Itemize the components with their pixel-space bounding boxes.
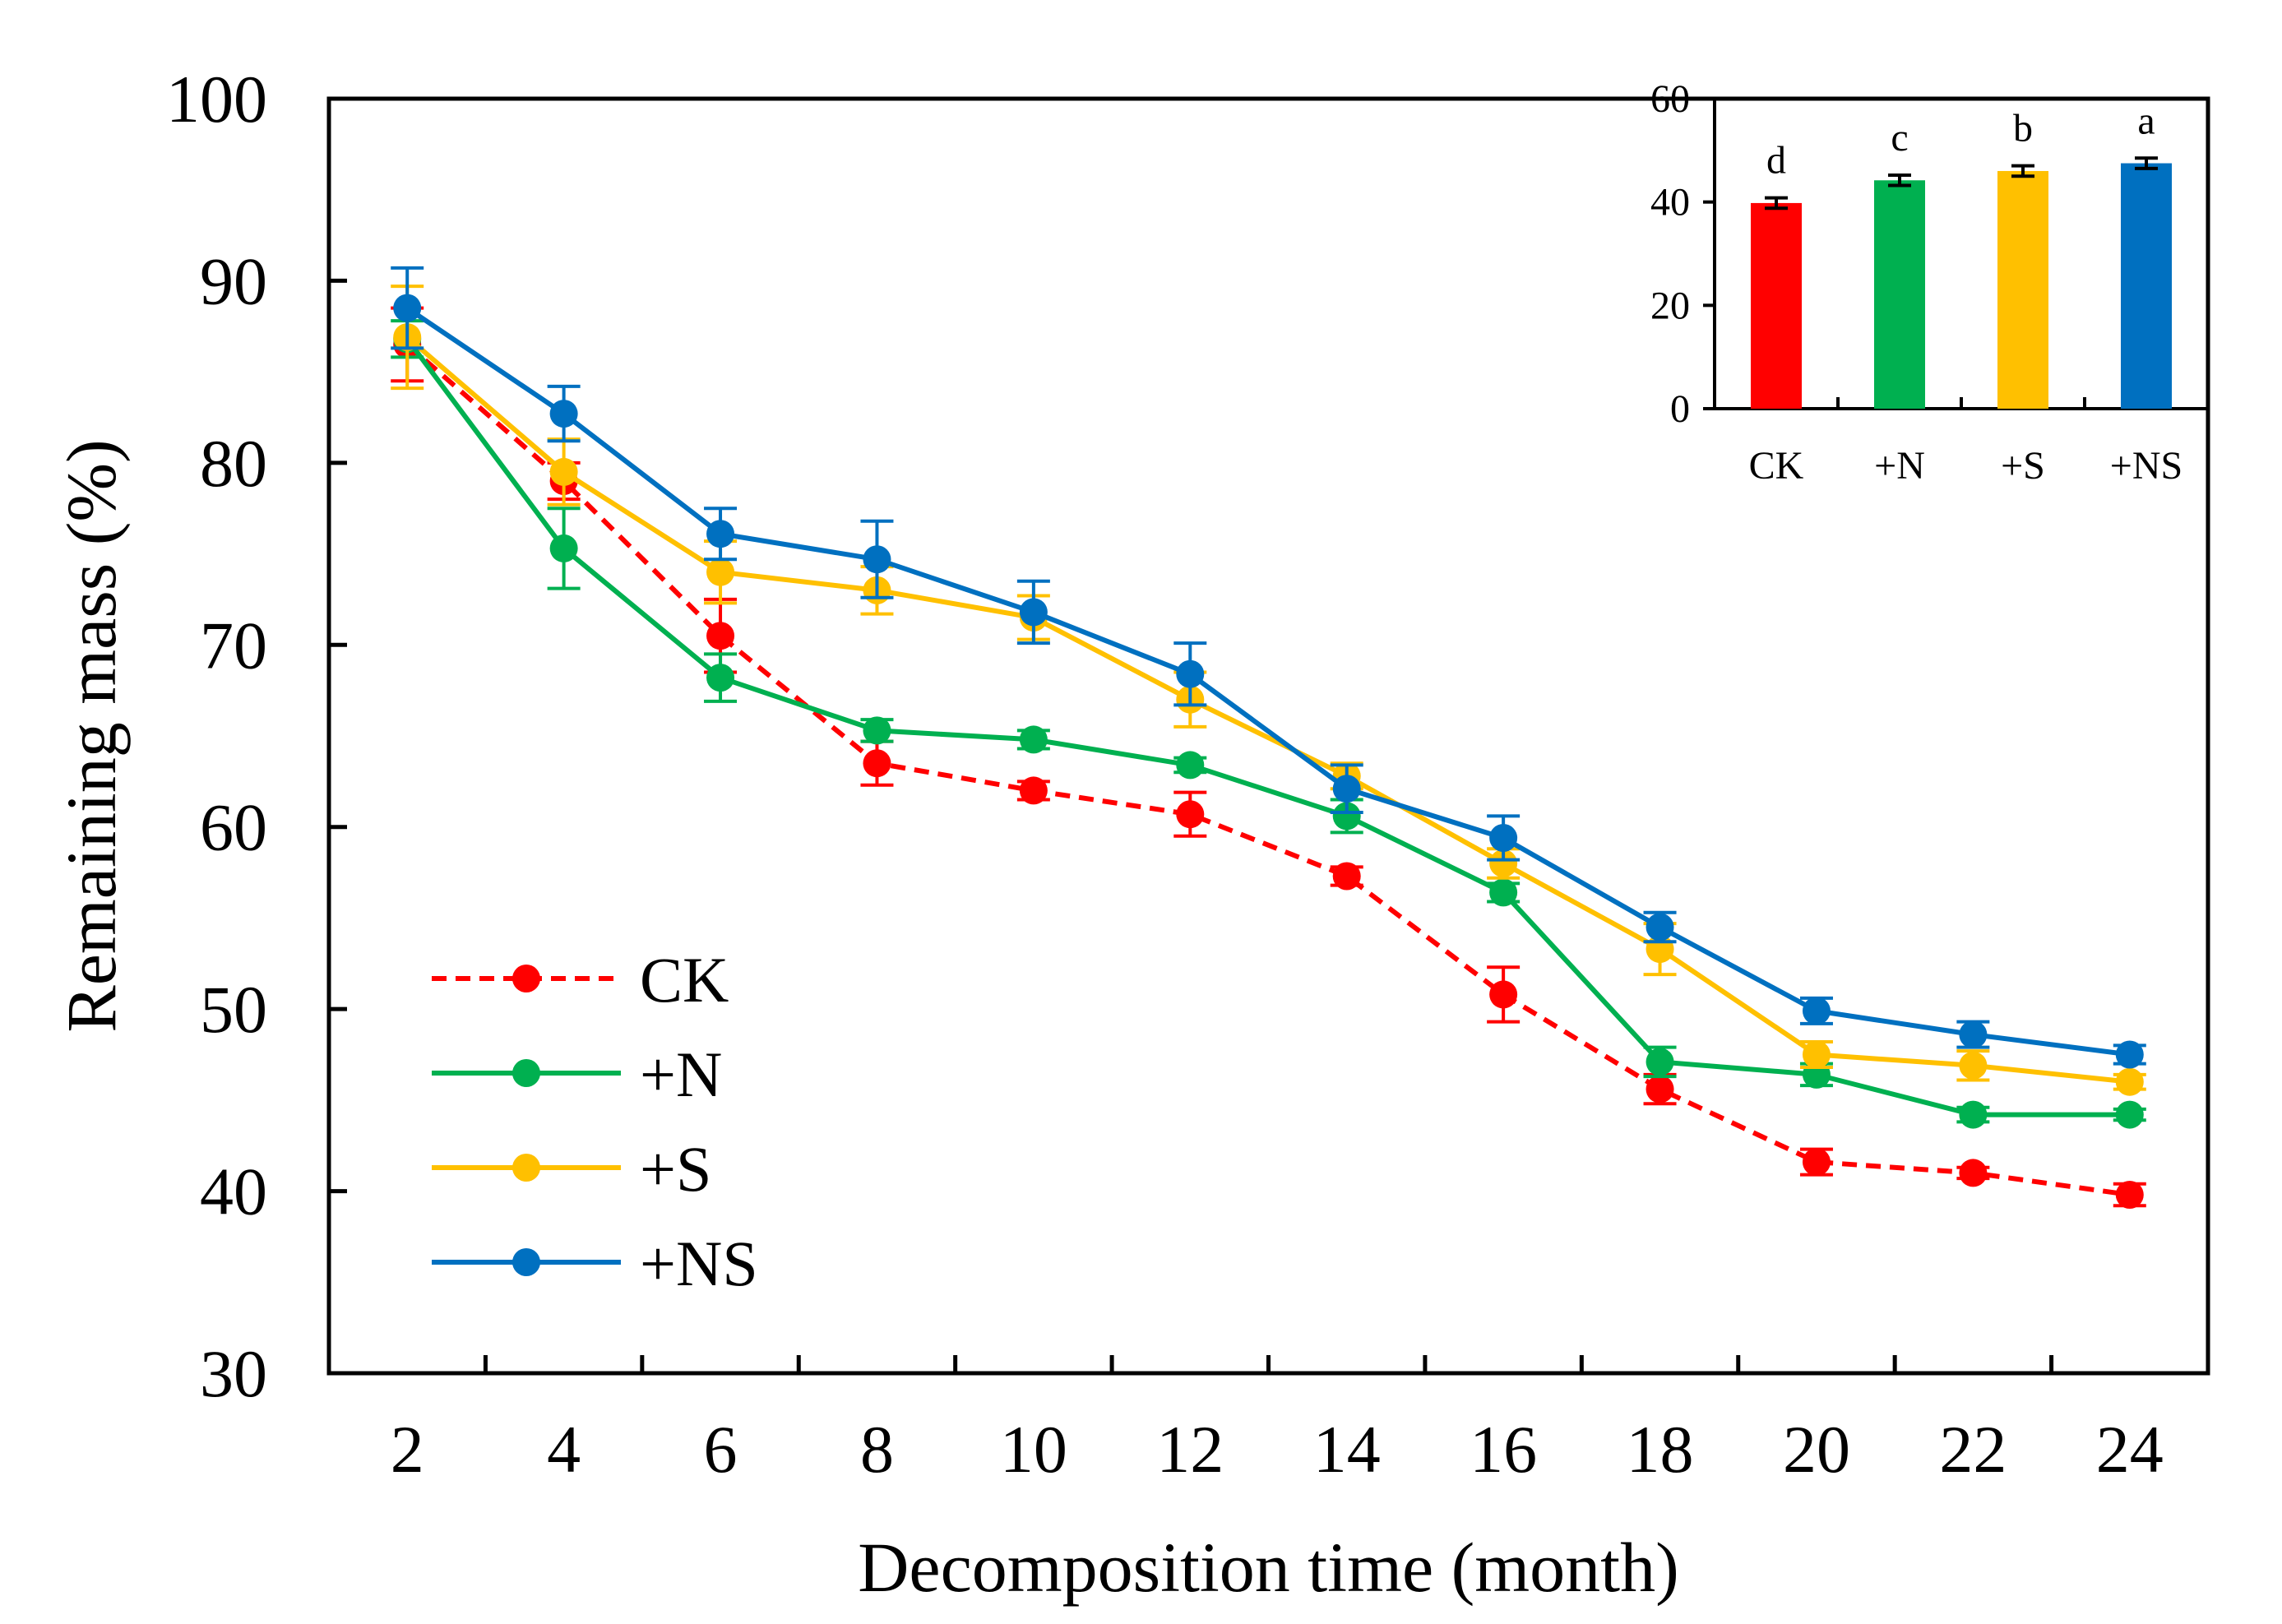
data-point bbox=[1802, 1148, 1831, 1177]
legend-marker bbox=[512, 965, 540, 992]
significance-letter: b bbox=[2013, 107, 2033, 150]
data-point bbox=[863, 545, 891, 574]
data-point bbox=[1646, 1048, 1674, 1076]
bar-+N bbox=[1874, 180, 1925, 409]
x-tick-label: 20 bbox=[1783, 1412, 1850, 1487]
data-point bbox=[1959, 1051, 1988, 1080]
data-point bbox=[393, 294, 422, 322]
data-point bbox=[1489, 849, 1518, 877]
data-point bbox=[1802, 997, 1831, 1025]
data-point bbox=[1332, 802, 1361, 831]
y-axis-title: Remaining mass (%) bbox=[52, 439, 131, 1032]
data-point bbox=[549, 400, 578, 428]
x-tick-label: 16 bbox=[1470, 1412, 1537, 1487]
x-tick-label: 12 bbox=[1156, 1412, 1224, 1487]
y-tick-label: 70 bbox=[200, 608, 267, 682]
legend-marker bbox=[512, 1059, 540, 1087]
y-tick-label: 90 bbox=[200, 243, 267, 318]
legend-item-+N: +N bbox=[432, 1039, 722, 1110]
data-point bbox=[1959, 1020, 1988, 1049]
inset-bar-chart: 0 20 40 60 d CK c +N b +S a +NS bbox=[1650, 77, 2208, 488]
y-tick-label: 30 bbox=[200, 1336, 267, 1411]
inset-y-tick-label: 40 bbox=[1650, 181, 1690, 224]
significance-letter: d bbox=[1766, 139, 1786, 183]
data-point bbox=[706, 558, 735, 586]
data-point bbox=[1176, 751, 1205, 780]
x-axis-title: Decomposition time (month) bbox=[858, 1528, 1678, 1607]
x-tick-label: 10 bbox=[1000, 1412, 1067, 1487]
inset-x-tick-label: +S bbox=[2001, 444, 2045, 488]
legend-marker bbox=[512, 1154, 540, 1182]
inset-x-tick-label: CK bbox=[1749, 444, 1804, 488]
series-line bbox=[405, 335, 2131, 1085]
data-point bbox=[1332, 862, 1361, 891]
y-tick-label: 100 bbox=[166, 62, 267, 136]
data-point bbox=[1489, 824, 1518, 852]
legend-label: +NS bbox=[640, 1228, 758, 1299]
x-tick-label: 18 bbox=[1627, 1412, 1694, 1487]
data-point bbox=[1019, 598, 1048, 627]
data-point bbox=[706, 622, 735, 650]
y-tick-label: 40 bbox=[200, 1154, 267, 1229]
data-point bbox=[706, 520, 735, 548]
data-point bbox=[1019, 725, 1048, 754]
data-point bbox=[1959, 1159, 1988, 1187]
inset-y-tick-label: 60 bbox=[1650, 77, 1690, 121]
series-line bbox=[405, 306, 2131, 1057]
data-point bbox=[1176, 800, 1205, 829]
series-CK bbox=[391, 306, 2146, 1209]
data-point bbox=[1176, 659, 1205, 688]
data-point bbox=[1489, 878, 1518, 907]
data-point bbox=[863, 749, 891, 778]
x-tick-label: 14 bbox=[1313, 1412, 1381, 1487]
data-point bbox=[549, 534, 578, 562]
data-point bbox=[706, 664, 735, 692]
data-point bbox=[1802, 1040, 1831, 1069]
y-tick-label: 60 bbox=[200, 790, 267, 865]
legend-label: +N bbox=[640, 1039, 722, 1110]
data-point bbox=[2115, 1067, 2144, 1096]
legend-label: +S bbox=[640, 1133, 711, 1205]
legend-label: CK bbox=[640, 944, 729, 1016]
series-line bbox=[405, 342, 2131, 1197]
x-tick-label: 24 bbox=[2096, 1412, 2164, 1487]
x-tick-label: 8 bbox=[860, 1412, 894, 1487]
significance-letter: a bbox=[2137, 99, 2155, 142]
data-point bbox=[1019, 776, 1048, 805]
data-point bbox=[2115, 1100, 2144, 1129]
data-point bbox=[1646, 1075, 1674, 1103]
x-tick-label: 22 bbox=[1939, 1412, 2007, 1487]
series-line bbox=[405, 337, 2130, 1117]
legend-item-+S: +S bbox=[432, 1133, 711, 1205]
main-line-chart: 2 4 6 8 10 12 14 16 18 20 22 2430405060708090100Dec… bbox=[52, 62, 2210, 1607]
significance-letter: c bbox=[1891, 116, 1908, 160]
bar-CK bbox=[1751, 202, 1802, 409]
data-point bbox=[1646, 913, 1674, 942]
bar-+NS bbox=[2121, 163, 2172, 409]
legend-item-+NS: +NS bbox=[432, 1228, 758, 1299]
data-point bbox=[1489, 980, 1518, 1009]
x-tick-label: 2 bbox=[391, 1412, 424, 1487]
data-point bbox=[2115, 1181, 2144, 1209]
data-point bbox=[863, 716, 891, 745]
data-point bbox=[1959, 1100, 1988, 1129]
x-tick-label: 6 bbox=[704, 1412, 738, 1487]
bar-+S bbox=[1997, 170, 2048, 409]
inset-y-tick-label: 0 bbox=[1670, 387, 1690, 431]
inset-x-tick-label: +N bbox=[1874, 444, 1925, 488]
legend-marker bbox=[512, 1248, 540, 1276]
inset-y-tick-label: 20 bbox=[1650, 284, 1690, 327]
x-tick-label: 4 bbox=[547, 1412, 581, 1487]
legend-item-CK: CK bbox=[432, 944, 729, 1016]
series-+NS bbox=[391, 266, 2146, 1069]
data-point bbox=[549, 457, 578, 486]
data-point bbox=[2115, 1040, 2144, 1069]
y-tick-label: 80 bbox=[200, 426, 267, 501]
inset-x-tick-label: +NS bbox=[2110, 444, 2182, 488]
y-tick-label: 50 bbox=[200, 972, 267, 1047]
data-point bbox=[1332, 775, 1361, 803]
